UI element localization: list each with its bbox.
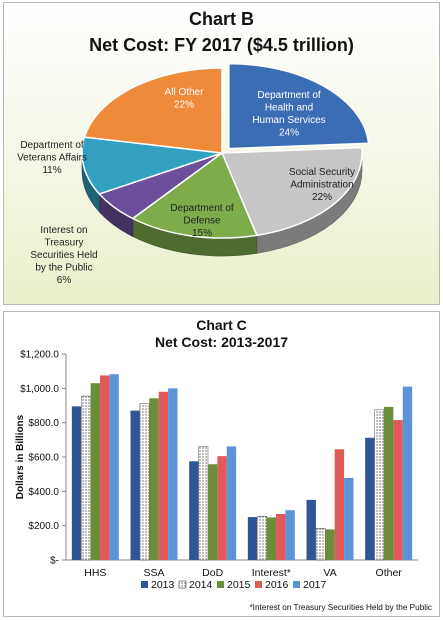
- x-tick-label: Interest*: [252, 567, 291, 579]
- bar-2015-HHS: [90, 383, 101, 560]
- legend-swatch-2013: [141, 581, 148, 588]
- legend-swatch-2016: [255, 581, 262, 588]
- y-tick-label: $-: [50, 556, 59, 567]
- legend-swatch-2017: [293, 581, 300, 588]
- legend-label-2014: 2014: [189, 579, 213, 591]
- x-tick-label: DoD: [202, 567, 223, 579]
- bar-2017-HHS: [109, 374, 119, 560]
- bar-2017-Other: [402, 386, 413, 560]
- y-tick-label: $1,200.0: [20, 350, 59, 361]
- legend-label-2016: 2016: [265, 579, 289, 591]
- x-tick-label: VA: [323, 567, 336, 579]
- y-tick-label: $200.0: [28, 521, 59, 532]
- pie-slice-4: [81, 136, 223, 195]
- pie-label-4: Department of Veterans Affairs 11%: [17, 140, 87, 176]
- bar-chart: $- $200.0 $400.0 $600.0 $800.0 $1,000.0 $1,200…: [15, 350, 433, 613]
- chart-b-subtitle: Net Cost: FY 2017 ($4.5 trillion): [89, 35, 354, 55]
- bar-2017-VA: [344, 477, 354, 560]
- bar-2016-HHS: [100, 375, 110, 560]
- x-tick-label: SSA: [143, 567, 164, 579]
- bar-2015-Interest*: [266, 517, 277, 560]
- x-tick-label: Other: [376, 567, 403, 579]
- legend-swatch-2014: [178, 580, 187, 589]
- y-axis-title: Dollars in Billions: [15, 414, 26, 499]
- bar-2014-Interest*: [256, 515, 267, 561]
- bar-2016-VA: [334, 449, 345, 560]
- legend-swatch-2015: [217, 581, 224, 588]
- bar-2013-Interest*: [247, 517, 258, 560]
- bar-2014-Other: [374, 409, 385, 561]
- pie-slice-2: [131, 151, 258, 239]
- bar-2013-HHS: [71, 406, 82, 560]
- chart-c-subtitle: Net Cost: 2013-2017: [154, 334, 289, 350]
- legend-label-2015: 2015: [227, 579, 251, 591]
- chart-c-title: Chart C: [196, 317, 247, 333]
- bar-2017-DoD: [226, 446, 237, 560]
- bar-2016-DoD: [217, 456, 227, 560]
- bar-2015-SSA: [149, 398, 159, 560]
- bar-2014-VA: [315, 527, 326, 561]
- pie-chart: Department of Health and Human Services 24%…: [17, 62, 370, 286]
- bar-2013-Other: [365, 437, 375, 560]
- bar-2013-VA: [306, 499, 316, 560]
- pie-slice-1: [220, 146, 363, 237]
- y-tick-label: $600.0: [28, 453, 59, 464]
- bar-2017-SSA: [168, 388, 178, 560]
- bar-2013-DoD: [189, 461, 199, 560]
- pie-label-5: All Other 22%: [165, 87, 205, 111]
- x-tick-label: HHS: [84, 567, 106, 579]
- bar-2016-SSA: [158, 391, 169, 560]
- bar-2014-HHS: [80, 395, 91, 561]
- bar-2015-Other: [383, 406, 394, 560]
- pie-slice-0: [228, 62, 370, 150]
- chart-c-panel: Chart C Net Cost: 2013-2017 $- $200.0 $400…: [3, 311, 440, 617]
- y-tick-label: $1,000.0: [20, 384, 59, 395]
- chart-footnote: *Interest on Treasury Securities Held by…: [250, 603, 433, 612]
- y-tick-label: $400.0: [28, 487, 59, 498]
- bar-2014-DoD: [198, 446, 209, 561]
- pie-label-2: Department of Defense 15%: [170, 203, 234, 239]
- y-tick-label: $800.0: [28, 418, 59, 429]
- bar-2015-VA: [325, 529, 335, 560]
- legend-label-2013: 2013: [151, 579, 175, 591]
- bar-2013-SSA: [130, 410, 140, 560]
- bar-2017-Interest*: [285, 510, 295, 560]
- chart-b-title: Chart B: [188, 9, 254, 29]
- bar-2016-Interest*: [276, 513, 286, 560]
- pie-label-1: Social Security Administration 22%: [289, 167, 355, 203]
- legend-label-2017: 2017: [303, 579, 327, 591]
- bar-2015-DoD: [207, 464, 218, 560]
- pie-slice-5: [83, 67, 223, 154]
- pie-label-0: Department of Health and Human Services 24%: [252, 90, 325, 139]
- bar-2016-Other: [393, 420, 403, 560]
- chart-b-panel: Chart B Net Cost: FY 2017 ($4.5 trillion…: [3, 2, 440, 305]
- pie-label-3: Interest on Treasury Securities Held by the…: [30, 225, 97, 286]
- bar-2014-SSA: [139, 403, 150, 561]
